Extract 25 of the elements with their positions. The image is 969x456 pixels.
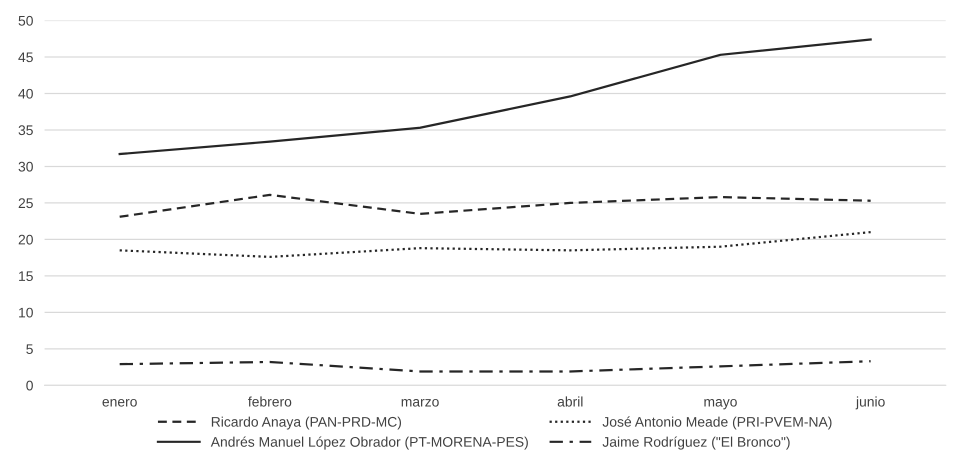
x-tick-label: enero [102,399,137,407]
legend-label: Andrés Manuel López Obrador (PT-MORENA-PES) [210,436,528,450]
y-tick-label: 20 [18,234,33,245]
y-tick-label: 0 [26,380,33,390]
y-tick-label: 5 [26,344,33,354]
y-tick-label: 30 [18,162,33,172]
y-tick-label: 25 [18,198,33,208]
line-series [118,38,872,156]
y-tick-label: 35 [18,125,33,136]
legend-label: Ricardo Anaya (PAN-PRD-MC) [212,416,402,430]
x-tick-label: marzo [402,399,439,407]
y-tick-label: 15 [19,271,33,282]
legend-label: José Antonio Meade (PRI-PVEM-NA) [602,416,832,430]
y-tick-label: 40 [18,88,33,99]
line-series [118,360,872,373]
legend-label: Jaime Rodríguez ("El Bronco") [602,436,790,450]
y-tick-label: 10 [19,308,33,318]
x-tick-label: junio [856,396,885,410]
x-tick-label: febrero [248,396,292,407]
line-series [118,230,872,258]
line-series [118,194,872,218]
y-tick-label: 50 [18,16,33,26]
x-tick-label: abril [558,396,582,407]
y-tick-label: 45 [18,52,33,62]
x-tick-label: mayo [704,399,737,410]
